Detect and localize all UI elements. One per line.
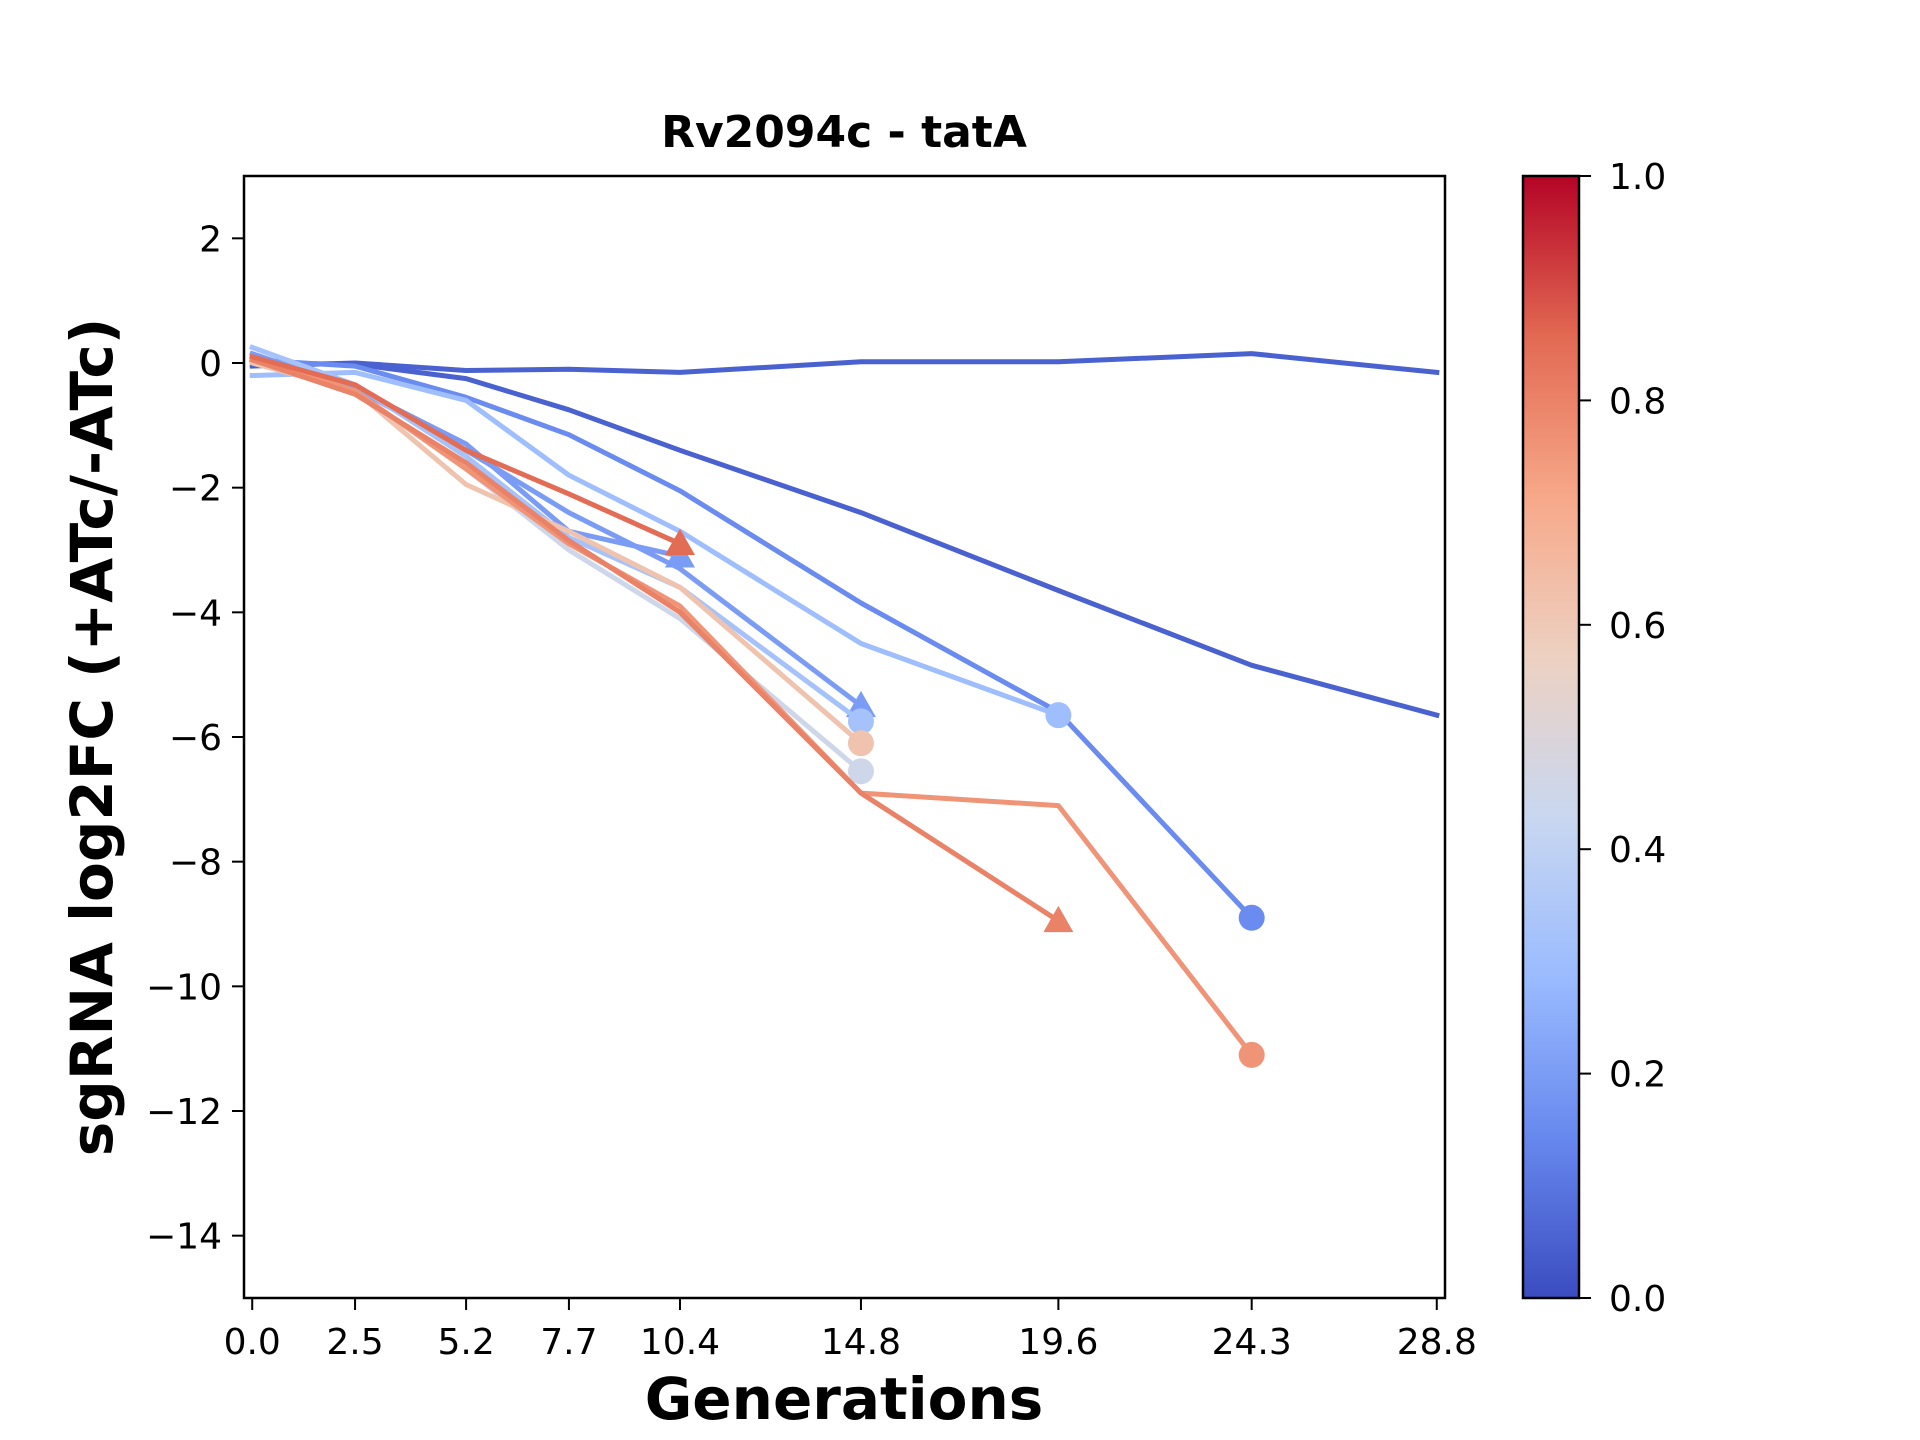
series-end-marker-11 [1043, 905, 1074, 933]
series-line-3 [249, 357, 1256, 922]
colorbar-tick-label: 0.8 [1609, 381, 1666, 422]
y-tick-label: −14 [146, 1217, 222, 1258]
series-end-marker-8 [847, 758, 874, 785]
series-layer [248, 344, 1440, 1068]
y-tick-label: −2 [169, 469, 222, 510]
x-tick-label: 2.5 [326, 1322, 383, 1363]
x-axis-ticks: 0.0 2.5 5.2 7.7 10.4 14.8 19.6 24.3 28.8 [224, 1298, 1477, 1363]
y-tick-label: −10 [146, 967, 222, 1008]
y-axis-ticks: 2 0 −2 −4 −6 −8 −10 −12 −14 [146, 219, 244, 1258]
series-end-marker-9 [847, 730, 874, 757]
x-tick-label: 19.6 [1018, 1322, 1098, 1363]
y-tick-label: −8 [169, 843, 222, 884]
x-tick-label: 14.8 [821, 1322, 901, 1363]
colorbar-ticks: 0.0 0.2 0.4 0.6 0.8 1.0 [1579, 157, 1666, 1320]
colorbar-tick-label: 0.6 [1609, 606, 1666, 647]
series-line-1 [249, 351, 1440, 376]
series-line-12 [249, 353, 684, 548]
series-end-marker-4 [1045, 702, 1072, 729]
y-tick-label: 0 [199, 344, 222, 385]
series-end-marker-10 [1238, 1041, 1265, 1068]
y-tick-label: −4 [169, 593, 222, 634]
y-tick-label: 2 [199, 219, 222, 260]
series-line-11 [249, 356, 1062, 925]
colorbar-tick-label: 0.2 [1609, 1055, 1666, 1096]
x-axis-label: Generations [645, 1365, 1044, 1433]
series-end-marker-5 [845, 690, 876, 718]
series-end-marker-12 [664, 528, 695, 556]
series-line-2 [249, 360, 1440, 719]
chart-title: Rv2094c - tatA [661, 107, 1027, 158]
series-end-marker-7 [847, 708, 874, 735]
colorbar-tick-label: 0.4 [1609, 830, 1666, 871]
x-tick-label: 24.3 [1212, 1322, 1292, 1363]
y-axis-label: sgRNA log2FC (+ATc/-ATc) [58, 318, 126, 1156]
colorbar [1521, 174, 1581, 1300]
x-tick-label: 7.7 [540, 1322, 597, 1363]
y-tick-label: −6 [169, 718, 222, 759]
x-tick-label: 0.0 [224, 1322, 281, 1363]
colorbar-tick-label: 0.0 [1609, 1279, 1666, 1320]
x-tick-label: 5.2 [437, 1322, 494, 1363]
series-end-marker-3 [1238, 904, 1265, 931]
x-tick-label: 28.8 [1397, 1322, 1477, 1363]
y-tick-label: −12 [146, 1092, 222, 1133]
colorbar-tick-label: 1.0 [1609, 157, 1666, 198]
x-tick-label: 10.4 [640, 1322, 720, 1363]
series-line-4 [249, 369, 1062, 719]
